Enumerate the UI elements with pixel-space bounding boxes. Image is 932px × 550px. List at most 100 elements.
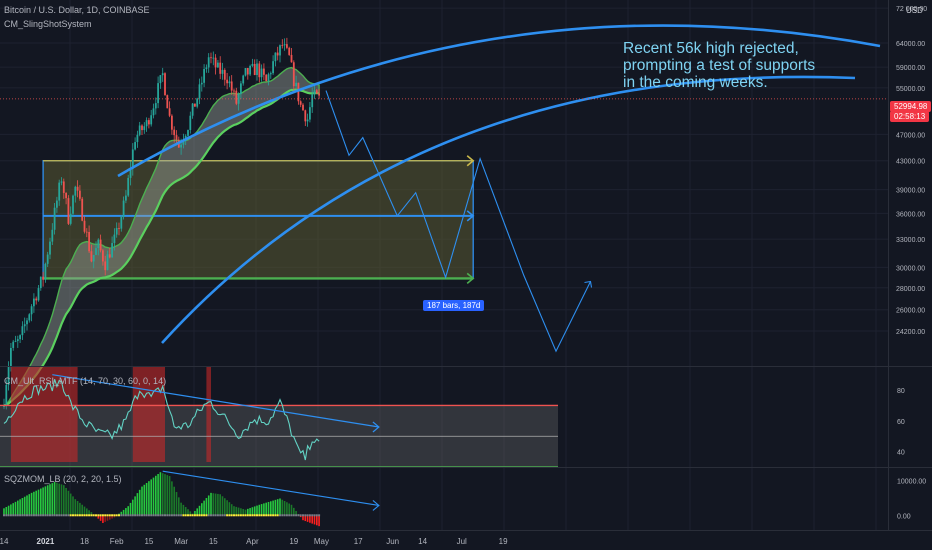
time-tick-label: 14 [418,537,427,546]
rsi-trendline[interactable] [52,374,380,433]
squeeze-dot [295,514,298,517]
candle-body [138,125,141,135]
candle-body [111,243,113,258]
candle-body [113,234,116,244]
momentum-bar [187,509,189,516]
squeeze-dot [281,514,284,517]
candle-body [217,62,219,68]
momentum-bar [207,495,210,516]
time-axis[interactable]: 14 2021 18 Feb 15 Mar 15 Apr 19 May 17 Jun 14 Jul 19 [0,537,508,546]
squeeze-dot [260,514,263,517]
squeeze-dot [279,514,281,517]
squeeze-dot [106,514,109,517]
squeeze-dot [118,514,120,517]
momentum-bar [129,502,132,516]
support-range-box[interactable] [42,160,474,280]
squeeze-dot [290,514,293,517]
candle-body [60,181,63,183]
squeeze-dot [311,514,314,517]
candle-body [318,93,320,96]
squeeze-dot [14,514,17,517]
arc-drawing-upper[interactable] [117,24,881,178]
annotation-line-2: prompting a test of supports [623,57,816,74]
price-axis[interactable]: 72 000.00 64000.00 59000.00 55000.00 47000.0… [896,6,927,520]
momentum-bar [295,510,297,516]
support-lines[interactable] [43,155,475,285]
rsi-line [3,379,320,461]
candle-body [292,62,295,87]
squeeze-dot [32,514,35,517]
squeeze-dot [267,514,270,517]
squeeze-dot [219,514,222,517]
momentum-bar [72,496,74,516]
momentum-bar [228,502,231,516]
momentum-bar [313,515,316,525]
squeeze-dot [230,514,233,517]
squeeze-dot [28,514,31,517]
time-tick-label: 19 [499,537,508,546]
arc-drawing-lower[interactable] [161,75,856,344]
momentum-bar [166,475,169,516]
momentum-bar [145,482,148,516]
squeeze-dot [3,514,5,517]
candle-body [214,57,217,68]
squeeze-dot [269,514,272,517]
squeeze-dot [129,514,132,517]
momentum-bar [63,485,65,516]
squeeze-dot [26,514,28,517]
momentum-bar [281,499,284,516]
squeeze-dot [65,514,68,517]
projection-path[interactable] [325,90,591,353]
candle-body [81,198,84,221]
momentum-bar [46,485,49,516]
currency-label: USD [906,6,923,15]
time-tick-label: 19 [289,537,298,546]
momentum-bar [237,507,240,516]
squeeze-dot [85,514,88,517]
candle-body [311,94,314,108]
candle-body [299,101,302,105]
squeeze-dot [170,514,173,517]
candle-body [212,57,215,59]
momentum-bar [51,483,54,516]
momentum-bar [40,488,42,516]
squeeze-dot [288,514,291,517]
squeeze-dot [306,514,309,517]
momentum-bar [182,504,185,516]
momentum-bar [3,508,5,516]
candle-body [106,254,109,271]
squeeze-dot [113,514,116,517]
squeeze-trendline[interactable] [162,470,380,511]
momentum-bar [44,486,47,516]
squeeze-dot [239,514,242,517]
momentum-bar [138,489,141,516]
price-tick-label: 55000.00 [896,86,925,93]
squeeze-dot [111,514,114,517]
candle-body [281,45,284,46]
squeeze-dot [304,514,307,517]
squeeze-dot [299,514,302,517]
squeeze-dot [168,514,171,517]
candle-body [74,186,77,196]
squeeze-dot [180,514,183,517]
squeeze-dot [58,514,61,517]
candle-body [196,98,199,107]
price-tick-label: 36000.00 [896,211,925,218]
momentum-bar [212,493,215,516]
squeeze-dot [315,514,318,517]
squeeze-dot [235,514,238,517]
squeeze-dot [237,514,240,517]
time-tick-label: Jul [457,537,467,546]
price-tick-label: 72 000.00 [896,6,927,13]
candle-body [265,74,268,82]
squeeze-dot [272,514,275,517]
candle-body [260,68,263,78]
squeeze-dot [127,514,130,517]
candle-body [246,68,249,75]
squeeze-dot [131,514,134,517]
squeeze-dot [37,514,40,517]
price-tick-label: 24200.00 [896,329,925,336]
squeeze-dot [226,514,229,517]
squeeze-dot [7,514,10,517]
